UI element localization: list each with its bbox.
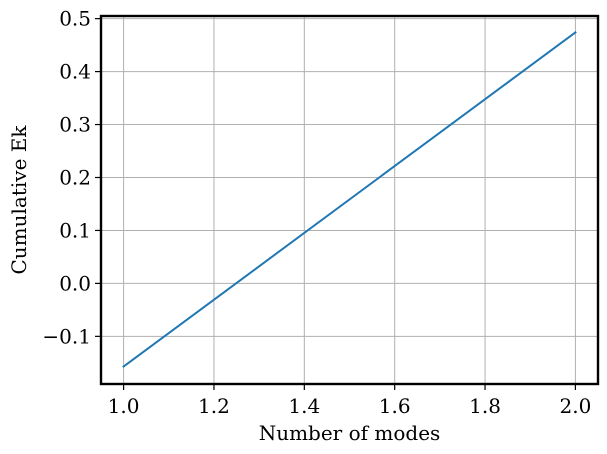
y-tick-label: 0.0 bbox=[59, 271, 91, 295]
plot-frame bbox=[99, 14, 600, 386]
y-axis-label: Cumulative Ek bbox=[7, 125, 31, 275]
y-tick-label: 0.3 bbox=[59, 113, 91, 137]
x-tick-label: 1.2 bbox=[198, 394, 230, 418]
grid bbox=[101, 16, 598, 384]
x-axis-label: Number of modes bbox=[259, 421, 441, 445]
x-tick-label: 2.0 bbox=[560, 394, 592, 418]
y-tick-label: −0.1 bbox=[42, 324, 91, 348]
y-tick-label: 0.4 bbox=[59, 60, 91, 84]
x-tick-label: 1.8 bbox=[469, 394, 501, 418]
x-tick-label: 1.4 bbox=[288, 394, 320, 418]
y-tick-label: 0.5 bbox=[59, 7, 91, 31]
ticks: 1.0 1.2 1.4 1.6 1.8 2.0 −0.1 0.0 0.1 0.2 0.3 0.4 0.5 bbox=[42, 7, 591, 418]
x-tick-label: 1.0 bbox=[108, 394, 140, 418]
series-line bbox=[122, 31, 577, 368]
y-tick-label: 0.1 bbox=[59, 218, 91, 242]
series-layer bbox=[122, 31, 577, 368]
y-tick-label: 0.2 bbox=[59, 165, 91, 189]
x-tick-label: 1.6 bbox=[379, 394, 411, 418]
